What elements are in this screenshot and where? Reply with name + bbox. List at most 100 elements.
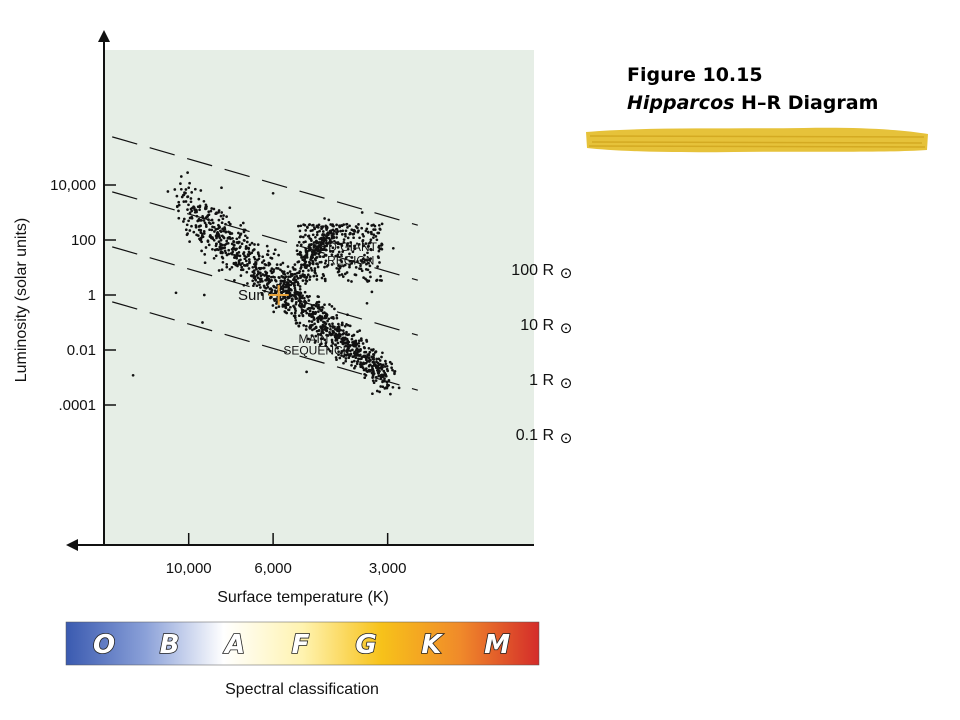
star-point [348,265,351,269]
star-point [326,242,330,245]
star-point [338,356,342,360]
star-point [293,284,297,287]
star-point [332,331,336,334]
star-point [321,230,325,233]
star-point [369,230,373,234]
star-point [373,351,377,354]
star-point [222,236,226,240]
star-point [296,271,299,275]
star-point [360,355,364,359]
star-point [326,319,329,323]
star-point [321,331,325,335]
star-point [187,203,190,207]
star-point [218,246,222,249]
star-point [257,254,261,258]
star-point [363,354,367,358]
star-point [247,250,251,254]
star-point [378,261,381,264]
star-point [304,324,308,328]
star-point [365,301,369,305]
star-point [341,250,345,253]
star-point [293,311,297,315]
star-point [299,292,302,296]
star-point [270,257,274,260]
star-point [335,327,339,331]
star-point [340,242,343,246]
star-point [372,353,376,357]
star-point [274,279,278,283]
star-point [312,274,316,278]
star-point [346,226,349,229]
star-point [225,265,229,269]
star-point [315,233,319,237]
star-point [297,314,301,318]
sun-symbol-icon: ⊙ [560,264,573,282]
star-point [342,361,345,365]
star-point [297,224,300,228]
star-point [250,241,254,245]
star-point [316,320,320,324]
star-point [383,377,386,381]
star-point [271,304,275,307]
star-point [215,242,218,246]
star-point [266,249,270,253]
star-point [210,207,214,210]
star-point [295,275,299,278]
star-point [304,282,307,285]
star-point [229,237,232,241]
star-point [201,214,204,218]
star-point [362,361,365,365]
y-axis-label: Luminosity (solar units) [13,218,30,383]
star-point [335,223,338,227]
star-point [345,271,349,274]
star-point [341,275,345,278]
star-point [365,227,369,231]
star-point [221,246,225,250]
star-point [336,253,340,257]
star-point [353,230,357,233]
star-point [190,224,193,228]
star-point [335,236,338,239]
star-point [329,250,332,253]
star-point [268,262,272,266]
star-point [296,280,300,284]
figure-subtitle-italic: Hipparcos [627,92,735,114]
star-point [369,247,373,251]
star-point [212,256,216,260]
star-point [338,333,341,337]
star-point [352,333,356,337]
star-point [293,268,297,271]
star-point [344,359,348,363]
star-point [201,321,204,324]
star-point [307,249,311,252]
star-point [319,318,323,322]
star-point [372,358,376,361]
star-point [330,234,334,238]
star-point [299,224,303,228]
star-point [323,217,326,220]
star-point [359,259,363,262]
star-point [331,322,334,326]
star-point [296,290,300,294]
star-point [213,230,216,233]
star-point [284,306,288,310]
star-point [211,225,214,229]
star-point [217,211,220,214]
star-point [356,260,359,263]
star-point [262,259,266,262]
star-point [342,223,346,226]
star-point [304,249,308,253]
star-point [342,332,346,335]
star-point [306,226,309,229]
star-point [207,243,211,247]
star-point [308,309,312,313]
star-point [198,237,201,241]
star-point [217,269,221,272]
star-point [224,230,228,234]
radius-line [104,298,418,391]
star-point [214,254,218,258]
star-point [182,217,186,221]
star-point [286,265,290,268]
star-point [189,197,193,200]
star-point [320,276,324,280]
